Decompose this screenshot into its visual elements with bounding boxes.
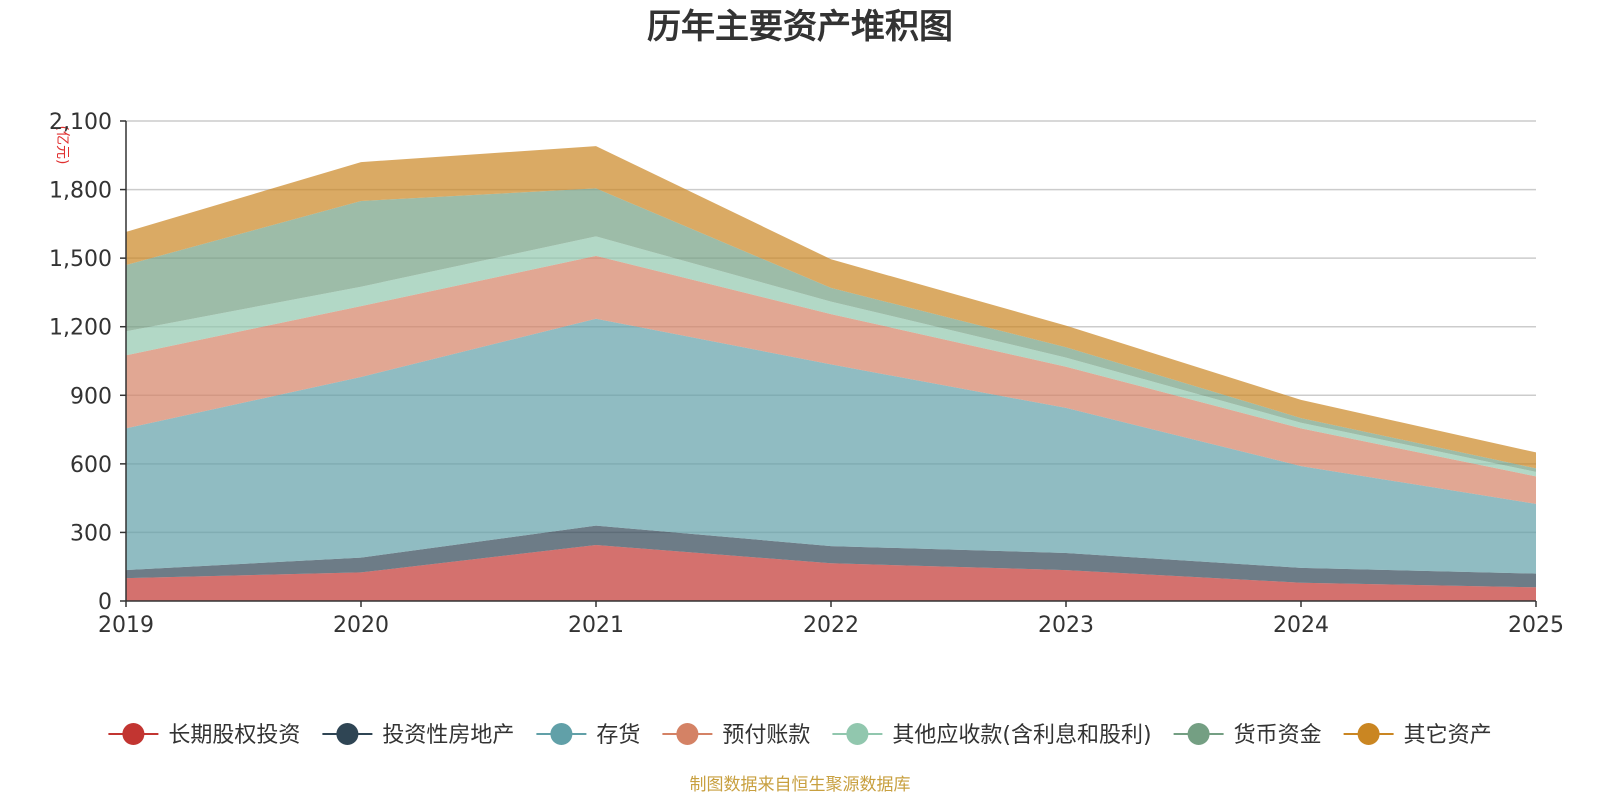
y-tick-label-2: 600 [70,453,112,478]
x-tick-label-5: 2024 [1273,613,1329,638]
y-tick-label-7: 2,100 [49,110,112,135]
x-tick-label-4: 2023 [1038,613,1094,638]
x-axis-ticks: 2019 2020 2021 2022 2023 2024 2025 [98,601,1564,638]
x-tick-label-6: 2025 [1508,613,1564,638]
legend-item-2[interactable]: 存货 [536,723,640,748]
y-tick-label-6: 1,800 [49,179,112,204]
legend-label-2: 存货 [596,723,640,748]
y-tick-label-3: 900 [70,384,112,409]
legend-marker-0 [122,723,145,745]
area-series-0 [126,545,1536,601]
legend-marker-1 [336,723,359,745]
legend-item-3[interactable]: 预付账款 [662,723,810,748]
legend-label-3: 预付账款 [722,723,810,748]
legend-marker-4 [846,723,869,745]
legend-label-0: 长期股权投资 [168,723,300,748]
legend-label-1: 投资性房地产 [382,723,514,748]
x-tick-label-3: 2022 [803,613,859,638]
y-axis-unit-label: (亿元) [54,126,70,165]
source-note: 制图数据来自恒生聚源数据库 [690,775,911,795]
area-series-3 [126,255,1536,504]
y-tick-label-1: 300 [70,521,112,546]
y-tick-label-5: 1,500 [49,247,112,272]
legend-marker-3 [676,723,699,745]
x-tick-label-2: 2021 [568,613,624,638]
legend-label-5: 货币资金 [1234,723,1322,748]
area-series-group [126,146,1536,601]
legend-label-6: 其它资产 [1404,723,1492,748]
chart-title: 历年主要资产堆积图 [647,7,953,47]
legend-item-4[interactable]: 其他应收款(含利息和股利) [832,723,1152,748]
legend-item-5[interactable]: 货币资金 [1173,723,1322,748]
area-series-2 [126,318,1536,574]
legend-marker-2 [550,723,573,745]
area-series-6 [126,146,1536,469]
legend: 长期股权投资 投资性房地产 存货 预付账款 其他应收款(含利息和股利) 货币资金 其它资产 [108,723,1492,748]
x-tick-label-1: 2020 [333,613,389,638]
legend-marker-6 [1357,723,1380,745]
legend-item-1[interactable]: 投资性房地产 [322,723,514,748]
legend-label-4: 其他应收款(含利息和股利) [892,723,1151,748]
y-axis-ticks: 0 300 600 900 1,200 1,500 1,800 2,100 [49,110,126,615]
y-tick-label-0: 0 [98,590,112,615]
legend-item-6[interactable]: 其它资产 [1343,723,1492,748]
legend-item-0[interactable]: 长期股权投资 [108,723,300,748]
area-series-1 [126,525,1536,588]
legend-marker-5 [1187,723,1210,745]
y-tick-label-4: 1,200 [49,316,112,341]
area-series-5 [126,188,1536,472]
x-tick-label-0: 2019 [98,613,154,638]
